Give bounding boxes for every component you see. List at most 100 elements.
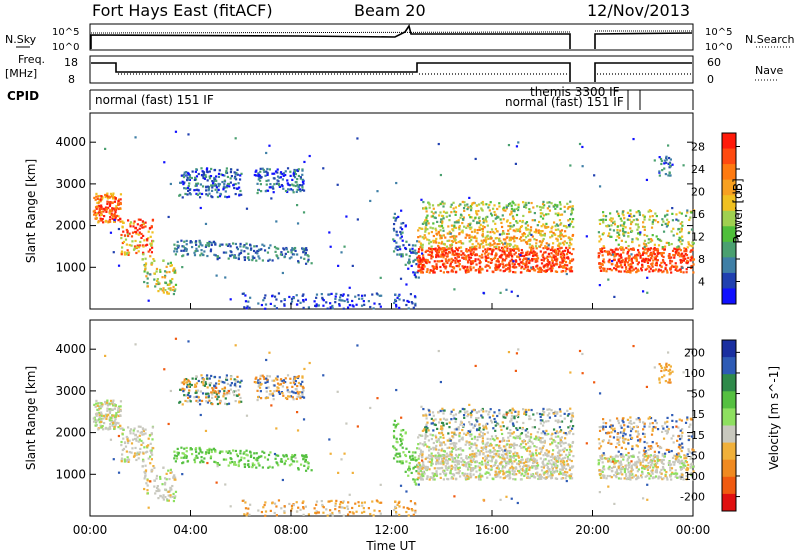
power-echo [629,222,633,226]
power-echo [298,188,302,191]
velocity-echo [485,463,489,467]
velocity-echo [114,424,117,427]
velocity-echo [207,449,211,452]
power-echo [691,245,694,248]
velocity-echo [566,457,570,460]
power-echo [294,184,297,188]
power-echo [120,253,123,256]
power-echo [148,227,151,230]
velocity-echo [411,454,414,457]
velocity-echo [412,478,415,481]
power-echo [654,255,658,259]
power-echo [289,170,292,173]
power-echo [213,184,216,187]
power-echo [393,212,397,215]
velocity-echo [479,472,482,475]
power-echo [512,202,515,205]
power-echo [110,213,113,216]
velocity-echo [169,486,172,489]
power-echo [662,230,666,233]
velocity-echo [165,472,168,475]
power-echo [479,223,482,226]
power-echo [246,247,249,250]
power-echo [602,232,605,235]
power-echo [540,206,544,209]
power-echo [301,188,304,192]
velocity-echo [494,473,497,477]
power-echo [616,228,619,232]
power-echo [449,245,452,249]
velocity-echo [229,377,233,381]
power-echo [301,248,305,251]
velocity-echo [432,478,435,481]
power-echo [441,200,444,203]
power-echo [675,246,679,249]
velocity-echo [299,396,302,400]
power-echo [438,234,442,237]
power-echo [439,260,442,263]
velocity-echo [400,462,403,465]
power-echo [442,271,445,274]
velocity-echo [297,468,300,471]
velocity-echo [305,456,308,459]
freq-right-tick-bottom: 0 [707,73,714,86]
power-echo [552,221,556,224]
power-echo [395,245,398,248]
power-echo [570,220,574,223]
power-echo [453,224,456,227]
velocity-echo [525,458,528,462]
power-echo [498,242,501,246]
velocity-echo [291,460,294,463]
power-echo [95,192,98,195]
velocity-echo [100,426,103,429]
power-echo [555,249,558,253]
power-echo [137,218,140,221]
power-echo [670,256,673,259]
power-echo [127,251,131,254]
velocity-echo [419,477,422,480]
power-echo [302,211,306,214]
velocity-echo [429,454,432,457]
power-echo [650,252,654,255]
power-echo [665,158,668,161]
velocity-echo [183,447,186,450]
velocity-echo [469,472,472,475]
power-echo [630,265,633,268]
velocity-echo [421,443,424,446]
power-echo [581,145,584,149]
power-echo [117,199,120,203]
power-echo [207,187,210,190]
power-echo [99,217,102,220]
power-echo [225,243,228,246]
power-echo [652,259,655,262]
power-echo [261,167,264,170]
power-echo [662,255,665,259]
power-echo [191,170,194,173]
power-echo [689,244,692,247]
power-echo [560,229,564,232]
power-echo [247,300,250,303]
power-echo [601,254,604,257]
power-echo [654,257,657,260]
power-echo [265,170,268,173]
power-echo [598,218,601,222]
power-echo [513,208,516,211]
velocity-echo [504,471,508,474]
power-echo [687,256,690,260]
velocity-echo [432,476,435,480]
power-echo [613,258,616,261]
power-echo [223,182,226,186]
power-echo [378,294,381,297]
velocity-echo [104,415,107,419]
power-echo [656,247,659,251]
power-echo [329,306,332,309]
power-echo [98,207,101,210]
velocity-echo [169,495,172,499]
velocity-echo [456,466,460,470]
velocity-echo [504,445,507,448]
power-echo [247,257,250,260]
power-echo [526,268,530,271]
velocity-echo [536,461,539,465]
power-echo [109,209,113,213]
velocity-echo [563,456,566,459]
